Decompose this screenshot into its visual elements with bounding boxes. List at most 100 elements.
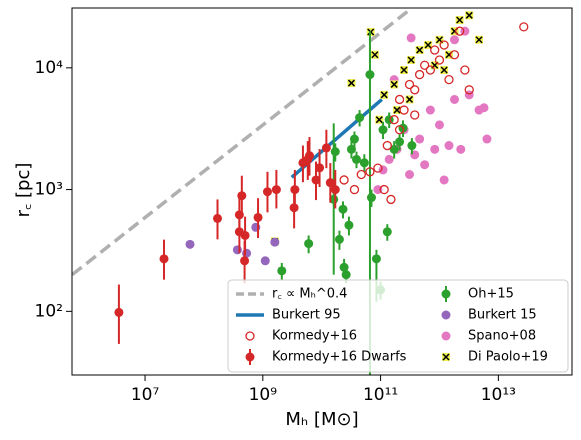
point — [315, 163, 325, 173]
point — [482, 134, 492, 144]
point — [406, 33, 416, 43]
point — [425, 105, 435, 115]
point — [349, 184, 360, 195]
point — [410, 110, 420, 120]
point — [394, 125, 405, 135]
point — [373, 163, 383, 173]
y-tick-label: 10³ — [35, 180, 63, 200]
legend-label: Burkert 15 — [468, 308, 537, 323]
point — [232, 245, 242, 255]
point — [240, 230, 250, 240]
point — [399, 105, 409, 115]
point — [356, 169, 366, 180]
legend-label: Kormedy+16 — [272, 329, 357, 344]
point — [407, 141, 417, 151]
legend-label: Kormedy+16 Dwarfs — [272, 350, 407, 365]
point — [330, 185, 340, 195]
point — [185, 239, 195, 249]
point — [405, 170, 415, 180]
point — [450, 94, 460, 104]
point-cross — [456, 16, 464, 24]
point — [389, 115, 399, 125]
point — [321, 143, 331, 153]
point — [338, 204, 348, 214]
point — [355, 113, 365, 123]
point — [349, 134, 359, 144]
legend-swatch — [441, 331, 451, 341]
point — [415, 134, 425, 144]
point — [430, 144, 440, 154]
x-axis-label: Mₕ [M⊙] — [285, 409, 358, 430]
point-cross — [475, 36, 483, 44]
point — [405, 95, 414, 104]
point — [439, 40, 449, 50]
point — [460, 65, 470, 75]
point — [434, 55, 445, 65]
point — [519, 22, 529, 32]
point — [390, 80, 399, 89]
point-cross — [407, 56, 415, 64]
point — [365, 70, 375, 80]
point — [393, 106, 402, 115]
point — [379, 184, 389, 195]
legend-label: Oh+15 — [468, 287, 514, 302]
y-tick-label: 10² — [35, 301, 63, 321]
point — [380, 90, 389, 99]
point — [352, 154, 362, 164]
legend-swatch — [442, 353, 450, 361]
point — [365, 167, 375, 177]
point-cross — [440, 66, 448, 74]
point — [386, 194, 396, 205]
point — [242, 248, 252, 258]
point — [450, 35, 460, 45]
point-cross — [375, 116, 383, 124]
point — [424, 40, 433, 49]
plot-area — [72, 8, 529, 375]
point — [430, 61, 439, 70]
point — [159, 254, 169, 264]
point — [464, 85, 474, 95]
point — [378, 125, 388, 135]
point — [359, 158, 369, 168]
y-axis-label: r꜀ [pc] — [13, 163, 34, 218]
point-cross — [405, 95, 414, 103]
point — [270, 237, 280, 247]
point — [407, 55, 416, 64]
point — [475, 35, 484, 44]
point-cross — [424, 41, 432, 49]
point — [271, 185, 281, 195]
point — [410, 85, 420, 95]
point — [382, 227, 392, 237]
legend-swatch — [441, 310, 451, 320]
point — [366, 193, 376, 203]
legend-label: r꜀ ∝ Mₕ^0.4 — [272, 287, 347, 302]
point — [371, 254, 381, 264]
point-cross — [465, 11, 473, 19]
point — [465, 11, 474, 20]
point — [419, 60, 430, 70]
legend-swatch — [441, 289, 451, 299]
legend-box — [227, 279, 569, 373]
x-tick-label: 10¹¹ — [363, 385, 398, 405]
point — [430, 45, 440, 55]
point — [311, 175, 321, 185]
point — [389, 144, 399, 154]
point — [260, 256, 270, 266]
point — [420, 160, 430, 170]
point — [240, 256, 250, 266]
y-tick-label: 10⁴ — [35, 58, 64, 78]
point — [456, 144, 466, 154]
point — [404, 79, 415, 90]
point — [253, 212, 263, 222]
point — [237, 191, 247, 201]
point-cross — [390, 80, 398, 88]
point — [304, 239, 314, 249]
legend: r꜀ ∝ Mₕ^0.4 Burkert 95 Kormedy+16 Kormedy+1… — [227, 279, 569, 373]
point — [449, 50, 460, 60]
point — [290, 185, 300, 195]
point — [114, 307, 124, 317]
point — [435, 35, 444, 44]
point — [334, 234, 344, 244]
axes-frame — [71, 7, 573, 376]
